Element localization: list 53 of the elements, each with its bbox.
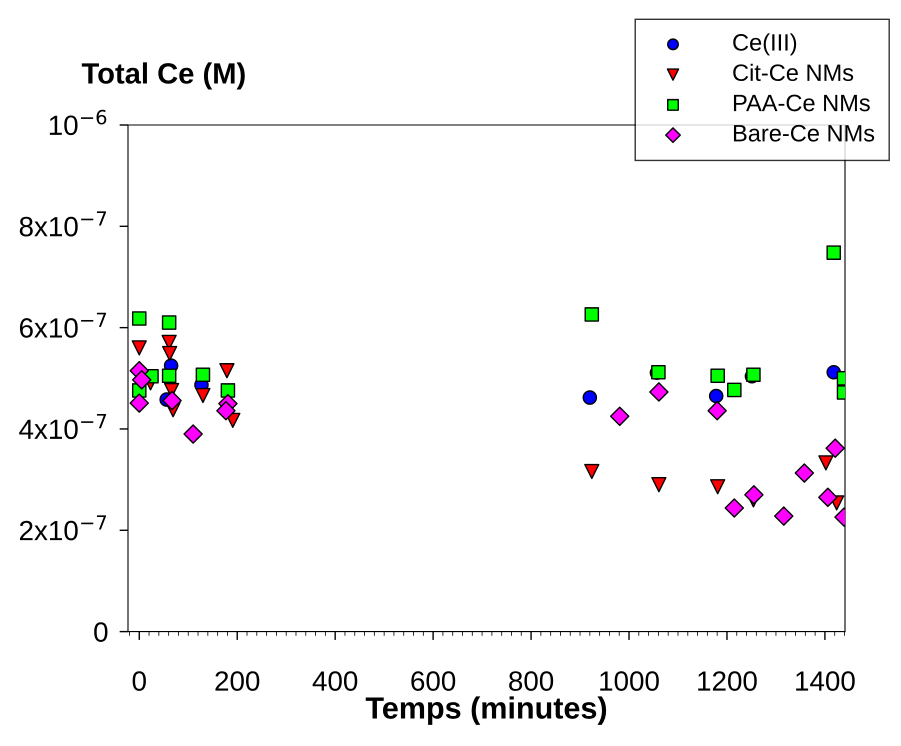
point [132, 311, 147, 326]
point [582, 390, 598, 405]
point [216, 400, 236, 420]
point [774, 506, 794, 526]
point [130, 393, 150, 413]
y-axis-title: Total Ce (M) [82, 62, 245, 90]
point [132, 370, 152, 390]
point [826, 245, 842, 260]
point [649, 382, 669, 402]
point [219, 363, 235, 378]
legend-label: PAA-Ce NMs [734, 94, 870, 112]
y-tick-label: 4x10$^{−7}$ [19, 414, 106, 440]
y-tick-label: 6x10$^{−7}$ [20, 312, 106, 338]
x-tick-label: 400 [312, 671, 358, 691]
point [220, 383, 236, 398]
point [744, 485, 764, 505]
point [818, 488, 838, 508]
x-tick-label: 200 [215, 671, 260, 691]
point [724, 498, 744, 518]
point [794, 463, 814, 483]
point [710, 479, 726, 494]
x-axis-title: Temps (minutes) [366, 696, 606, 725]
x-tick-label: 600 [411, 671, 456, 691]
point [132, 340, 147, 356]
point [162, 346, 178, 362]
point [818, 455, 834, 471]
x-tick-label: 1000 [600, 671, 659, 691]
point [195, 388, 211, 404]
point [710, 368, 725, 384]
legend-label: Bare-Ce NMs [734, 124, 874, 142]
y-tick-label: 8x10$^{−7}$ [20, 211, 106, 236]
point [584, 464, 600, 480]
legend-label: Ce(III) [733, 33, 796, 56]
x-tick-label: 1400 [796, 671, 855, 691]
x-tick-label: 0 [132, 671, 146, 691]
point [183, 424, 203, 444]
point [196, 367, 210, 382]
point [162, 390, 182, 410]
point [825, 438, 845, 458]
point [610, 406, 630, 426]
point [651, 477, 667, 492]
point [162, 315, 176, 330]
point [584, 307, 600, 322]
y-tick-label: 2x10$^{−7}$ [20, 515, 106, 540]
x-tick-label: 1200 [698, 671, 757, 691]
point [707, 400, 727, 420]
y-tick-label: 10$^{−6}$ [50, 110, 106, 136]
point [708, 388, 724, 404]
y-tick-label: 0 [94, 622, 108, 642]
legend-label: Cit-Ce NMs [733, 64, 854, 82]
x-tick-label: 800 [509, 671, 554, 691]
point [727, 382, 742, 398]
point [162, 368, 176, 384]
